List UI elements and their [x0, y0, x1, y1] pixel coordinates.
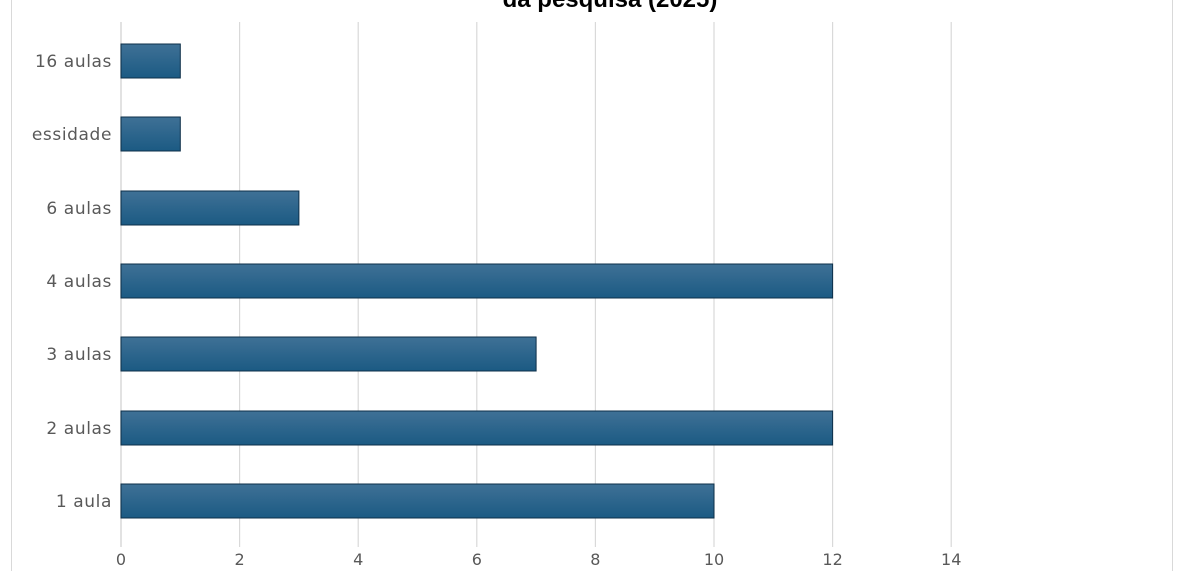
x-tick-label: 10: [704, 550, 724, 569]
bar-6-aulas: [120, 190, 300, 226]
bar-2-aulas: [120, 410, 834, 446]
category-label: 6 aulas: [46, 199, 112, 219]
x-tick-label: 0: [116, 550, 126, 569]
category-label: 1 aula: [56, 492, 112, 512]
bars: [120, 43, 834, 519]
x-tick-label: 8: [590, 550, 600, 569]
chart-frame: [11, 0, 1173, 571]
chart-title: da pesquisa (2025): [0, 0, 1184, 14]
x-tick-label: 6: [472, 550, 482, 569]
x-axis-ticks: 0 2 4 6 8 10 12 14: [116, 550, 961, 569]
x-tick-label: 4: [353, 550, 363, 569]
y-axis-labels: 1 aula 2 aulas 3 aulas 4 aulas 6 aulas essida…: [32, 52, 112, 512]
x-tick-label: 2: [235, 550, 245, 569]
bar-3-aulas: [120, 336, 537, 372]
bar-1-aula: [120, 483, 715, 519]
category-label: 2 aulas: [46, 419, 112, 439]
category-label: 3 aulas: [46, 345, 112, 365]
bar-16-aulas: [120, 43, 181, 79]
bar-4-aulas: [120, 263, 834, 299]
bar-essidade: [120, 116, 181, 152]
category-label: essidade: [32, 125, 112, 145]
gridlines: [120, 22, 952, 547]
category-label: 4 aulas: [46, 272, 112, 292]
x-tick-label: 14: [941, 550, 961, 569]
category-label: 16 aulas: [35, 52, 112, 72]
x-tick-label: 12: [822, 550, 842, 569]
